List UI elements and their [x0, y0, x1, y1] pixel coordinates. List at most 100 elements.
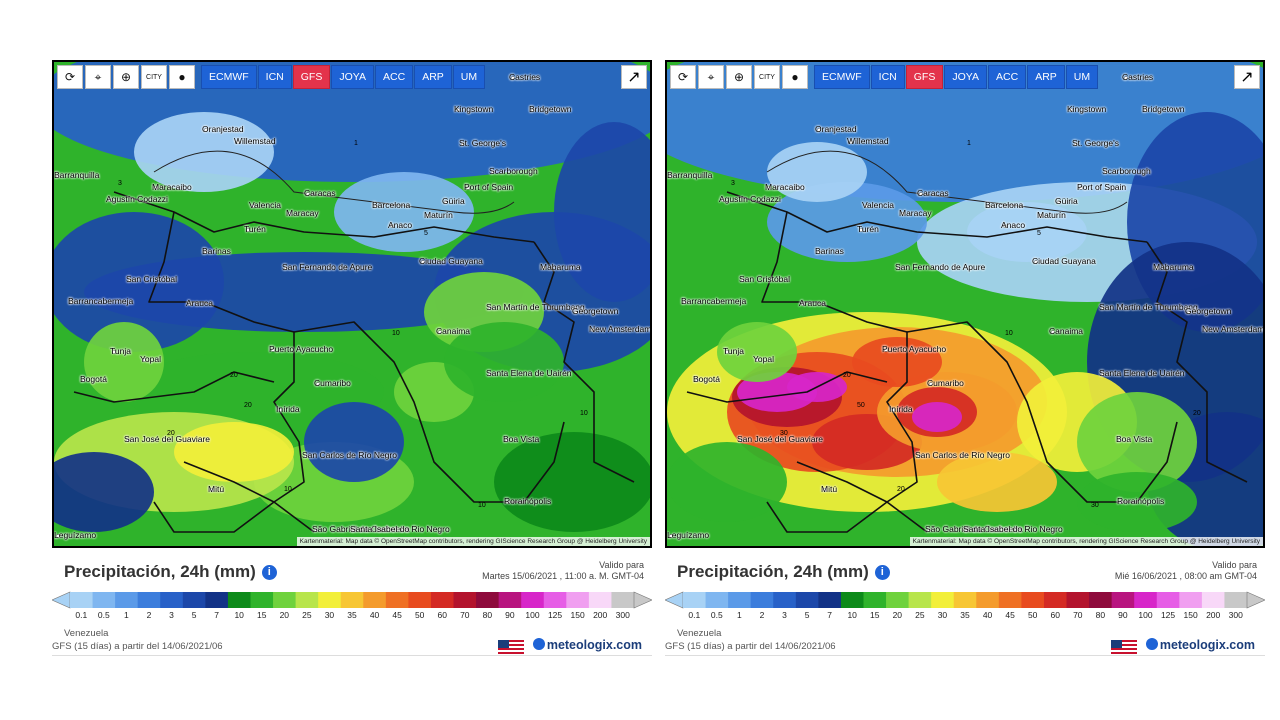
info-icon[interactable]: i — [261, 564, 277, 580]
us-flag-icon[interactable] — [498, 640, 524, 654]
isoline-value: 20 — [1193, 410, 1201, 417]
place-label: San José del Guaviare — [737, 434, 823, 444]
model-button-joya[interactable]: JOYA — [331, 65, 375, 89]
place-label: Santa Elena de Uairén — [1099, 368, 1185, 378]
scale-tick-label: 20 — [892, 610, 903, 620]
scale-swatch — [250, 592, 274, 608]
isoline-value: 10 — [392, 330, 400, 337]
meteologix-logo[interactable]: meteologix.com — [1145, 638, 1255, 652]
zoom-icon[interactable]: ⊕ — [726, 65, 752, 89]
place-label: Port of Spain — [464, 182, 514, 192]
share-icon[interactable]: ↗ — [621, 65, 647, 89]
scale-swatch — [1089, 592, 1113, 608]
info-icon[interactable]: i — [874, 564, 890, 580]
place-label: Barinas — [815, 246, 844, 256]
city-icon[interactable]: CITY — [141, 65, 167, 89]
place-label: Santa Isabel do Rio Negro — [963, 524, 1063, 534]
place-label: Santa Elena de Uairén — [486, 368, 572, 378]
scale-swatch — [683, 592, 707, 608]
scale-tick-label: 35 — [960, 610, 970, 620]
map-attribution: Kartenmaterial: Map data © OpenStreetMap… — [296, 537, 650, 546]
scale-tick-label: 300 — [615, 610, 630, 620]
place-label: Barrancabermeja — [68, 296, 134, 306]
valid-time: Valido para Martes 15/06/2021 , 11:00 a. … — [482, 560, 644, 581]
isoline-value: 30 — [780, 430, 788, 437]
location-icon[interactable]: ⌖ — [85, 65, 111, 89]
model-run-label: GFS (15 días) a partir del 14/06/2021/06 — [665, 641, 836, 652]
model-button-arp[interactable]: ARP — [414, 65, 452, 89]
place-label: Barcelona — [985, 200, 1024, 210]
scale-tick-label: 200 — [1206, 610, 1221, 620]
circle-icon[interactable]: ● — [169, 65, 195, 89]
scale-tick-label: 40 — [982, 610, 993, 620]
model-button-ecmwf[interactable]: ECMWF — [814, 65, 870, 89]
model-button-gfs[interactable]: GFS — [905, 65, 944, 89]
model-button-joya[interactable]: JOYA — [944, 65, 988, 89]
scale-tick-label: 125 — [1160, 610, 1176, 620]
scale-swatch — [115, 592, 139, 608]
meteologix-logo[interactable]: meteologix.com — [532, 638, 642, 652]
place-label: Anaco — [388, 220, 413, 230]
model-button-gfs[interactable]: GFS — [292, 65, 331, 89]
scale-tick-label: 0.5 — [97, 610, 110, 620]
scale-swatch — [1201, 592, 1225, 608]
scale-swatch — [705, 592, 729, 608]
scale-tick-label: 60 — [1050, 610, 1060, 620]
model-button-arp[interactable]: ARP — [1027, 65, 1065, 89]
place-label: Bridgetown — [529, 104, 572, 114]
scale-tick-label: 40 — [369, 610, 380, 620]
refresh-icon[interactable]: ⟳ — [57, 65, 83, 89]
refresh-icon[interactable]: ⟳ — [670, 65, 696, 89]
scale-swatch — [137, 592, 161, 608]
isoline-value: 20 — [843, 372, 851, 379]
place-label: San Martín de Turumbang — [1099, 302, 1198, 312]
model-button-ecmwf[interactable]: ECMWF — [201, 65, 257, 89]
place-label: Yopal — [140, 354, 161, 364]
legend: Precipitación, 24h (mm) i Valido para Mart… — [52, 552, 652, 660]
place-label: Ciudad Guayana — [419, 256, 483, 266]
scale-swatch — [227, 592, 251, 608]
isoline-value: 5 — [1037, 230, 1041, 237]
place-label: New Amsterdam — [1202, 324, 1265, 334]
scale-tick-label: 80 — [482, 610, 493, 620]
place-label: Agustín Codazzi — [719, 194, 781, 204]
model-button-icn[interactable]: ICN — [257, 65, 292, 89]
scale-tick-label: 1 — [737, 610, 742, 620]
model-button-acc[interactable]: ACC — [988, 65, 1027, 89]
model-button-um[interactable]: UM — [1065, 65, 1099, 89]
isoline-value: 20 — [244, 402, 252, 409]
divider — [52, 655, 652, 656]
place-label: Agustín Codazzi — [106, 194, 168, 204]
scale-tick-label: 15 — [257, 610, 267, 620]
share-icon[interactable]: ↗ — [1234, 65, 1260, 89]
scale-swatch — [1156, 592, 1180, 608]
place-label: Bridgetown — [1142, 104, 1185, 114]
model-button-um[interactable]: UM — [452, 65, 486, 89]
precipitation-map[interactable]: ⟳ ⌖ ⊕ CITY ● ECMWF ICN GFS JOYA ACC ARP UM ↗ C… — [52, 60, 652, 548]
scale-tick-label: 25 — [915, 610, 925, 620]
place-label: Mitú — [208, 484, 225, 494]
circle-icon[interactable]: ● — [782, 65, 808, 89]
scale-swatch — [840, 592, 864, 608]
model-button-icn[interactable]: ICN — [870, 65, 905, 89]
scale-tick-label: 7 — [827, 610, 832, 620]
scale-tick-label: 60 — [437, 610, 447, 620]
city-icon[interactable]: CITY — [754, 65, 780, 89]
scale-swatch — [295, 592, 319, 608]
place-label: Oranjestad — [815, 124, 857, 134]
location-icon[interactable]: ⌖ — [698, 65, 724, 89]
place-label: St. George's — [459, 138, 506, 148]
precipitation-field — [667, 62, 1263, 546]
us-flag-icon[interactable] — [1111, 640, 1137, 654]
scale-tick-label: 0.1 — [75, 610, 88, 620]
scale-swatch — [543, 592, 567, 608]
zoom-icon[interactable]: ⊕ — [113, 65, 139, 89]
place-label: Kingstown — [454, 104, 494, 114]
scale-tick-label: 70 — [460, 610, 470, 620]
model-button-acc[interactable]: ACC — [375, 65, 414, 89]
place-label: San Cristóbal — [126, 274, 178, 284]
precipitation-map[interactable]: ⟳ ⌖ ⊕ CITY ● ECMWF ICN GFS JOYA ACC ARP UM ↗ C… — [665, 60, 1265, 548]
isoline-value: 30 — [1091, 502, 1099, 509]
scale-swatch — [795, 592, 819, 608]
scale-swatch — [182, 592, 206, 608]
